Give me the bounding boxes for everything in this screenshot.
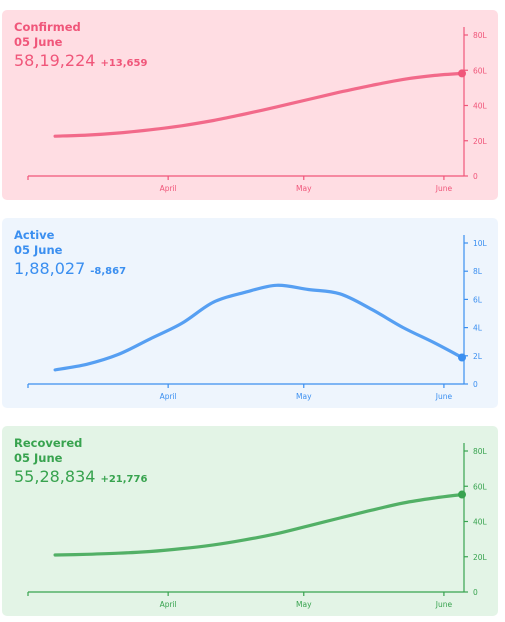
confirmed-y-tick-label: 20L — [473, 137, 488, 146]
recovered-title: Recovered — [14, 436, 83, 450]
recovered-x-tick-label: May — [296, 600, 312, 609]
confirmed-x-tick-label: May — [296, 184, 312, 193]
confirmed-y-tick-label: 0 — [473, 172, 478, 181]
recovered-series-line — [53, 492, 464, 557]
confirmed-total: 58,19,224 +13,659 — [14, 51, 147, 74]
active-panel[interactable]: April May June 0 2L 4L 6L 8L 10L Active 05 June … — [2, 218, 498, 408]
recovered-panel[interactable]: April May June 0 20L 40L 60L 80L Recovered 05 J… — [2, 426, 498, 616]
active-x-tick-label: June — [435, 392, 453, 401]
active-y-tick-label: 2L — [473, 352, 483, 361]
confirmed-total-value: 58,19,224 — [14, 51, 96, 70]
confirmed-x-tick-label: April — [160, 184, 177, 193]
confirmed-panel[interactable]: April May June 0 20L 40L 60L 80L Confirmed 05 J… — [2, 10, 498, 200]
active-y-tick-label: 4L — [473, 324, 483, 333]
confirmed-latest-point[interactable] — [458, 69, 466, 78]
active-chart: April May June 0 2L 4L 6L 8L 10L — [27, 235, 488, 401]
recovered-x-tick-label: April — [160, 600, 177, 609]
confirmed-x-tick-label: June — [435, 184, 453, 193]
recovered-y-tick-label: 40L — [473, 518, 488, 527]
recovered-chart: April May June 0 20L 40L 60L 80L — [27, 443, 488, 609]
recovered-delta: +21,776 — [100, 474, 148, 485]
recovered-latest-point[interactable] — [458, 490, 466, 499]
confirmed-series-line — [53, 71, 464, 138]
active-y-tick-label: 10L — [473, 239, 488, 248]
active-y-tick-label: 6L — [473, 295, 483, 304]
recovered-y-tick-label: 60L — [473, 482, 488, 491]
recovered-total-value: 55,28,834 — [14, 467, 96, 486]
confirmed-chart: April May June 0 20L 40L 60L 80L — [27, 27, 488, 193]
confirmed-date: 05 June — [14, 35, 63, 49]
recovered-x-tick-label: June — [435, 600, 453, 609]
recovered-date: 05 June — [14, 451, 63, 465]
active-x-tick-label: May — [296, 392, 312, 401]
active-y-tick-label: 0 — [473, 380, 478, 389]
recovered-y-tick-label: 80L — [473, 447, 488, 456]
confirmed-y-tick-label: 60L — [473, 66, 488, 75]
active-total: 1,88,027 -8,867 — [14, 259, 126, 282]
active-date: 05 June — [14, 243, 63, 257]
active-delta: -8,867 — [90, 266, 127, 277]
active-series-line — [53, 283, 464, 372]
active-x-tick-label: April — [160, 392, 177, 401]
confirmed-y-tick-label: 40L — [473, 102, 488, 111]
recovered-y-tick-label: 0 — [473, 588, 478, 597]
active-latest-point[interactable] — [458, 353, 466, 362]
confirmed-delta: +13,659 — [100, 58, 148, 69]
active-title: Active — [14, 228, 55, 242]
recovered-total: 55,28,834 +21,776 — [14, 467, 147, 490]
confirmed-y-tick-label: 80L — [473, 31, 488, 40]
active-total-value: 1,88,027 — [14, 259, 86, 278]
active-y-tick-label: 8L — [473, 267, 483, 276]
recovered-y-tick-label: 20L — [473, 553, 488, 562]
confirmed-title: Confirmed — [14, 20, 81, 34]
